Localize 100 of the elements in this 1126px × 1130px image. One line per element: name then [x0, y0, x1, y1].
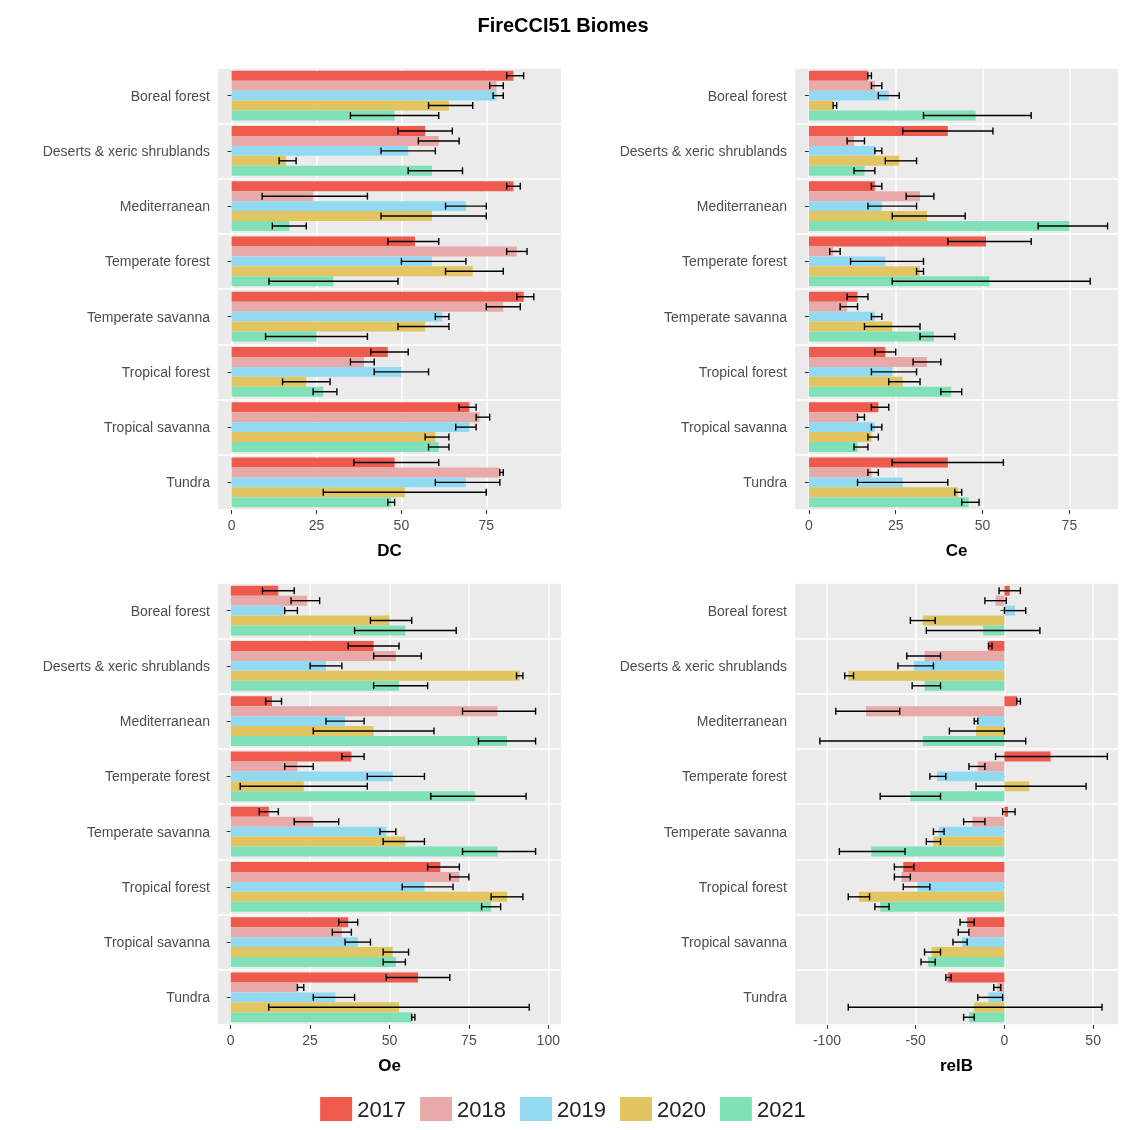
- y-tick-label: Mediterranean: [119, 198, 210, 215]
- x-axis-title: DC: [377, 541, 402, 560]
- bar: [880, 901, 1005, 912]
- bar: [230, 947, 393, 958]
- bar: [230, 901, 492, 912]
- bar: [230, 826, 387, 837]
- bar: [808, 246, 834, 257]
- bar: [231, 412, 480, 423]
- bar: [808, 181, 875, 192]
- bar: [231, 467, 500, 478]
- bar: [230, 927, 342, 938]
- bar: [230, 891, 508, 902]
- bar: [808, 236, 987, 247]
- y-tick-label: Temperate savanna: [87, 308, 211, 325]
- bar: [961, 937, 1005, 948]
- y-tick-label: Tundra: [743, 989, 788, 1006]
- bar: [231, 366, 402, 377]
- y-tick-label: Temperate savanna: [664, 308, 788, 325]
- y-tick-label: Tundra: [743, 474, 788, 491]
- x-tick-label: -50: [905, 1032, 927, 1048]
- x-tick-label: 75: [478, 517, 495, 533]
- bar: [938, 826, 1005, 837]
- bar: [231, 155, 286, 166]
- bar: [230, 696, 272, 707]
- x-tick-label: 75: [461, 1032, 477, 1048]
- bar: [231, 402, 470, 413]
- y-tick-label: Tropical savanna: [103, 419, 211, 436]
- bar: [230, 937, 358, 948]
- bar: [808, 386, 952, 397]
- bar: [231, 457, 395, 468]
- bar: [808, 477, 903, 488]
- bar: [808, 356, 927, 367]
- y-tick-label: Tropical forest: [698, 363, 788, 380]
- bar: [808, 110, 976, 121]
- bar: [808, 497, 969, 508]
- bar: [808, 301, 848, 312]
- bar: [808, 457, 948, 468]
- y-tick-label: Tropical savanna: [680, 419, 788, 436]
- bar: [1004, 585, 1010, 596]
- bar: [231, 80, 497, 91]
- x-tick-label: 25: [887, 517, 904, 533]
- bar: [910, 791, 1005, 802]
- bar: [808, 311, 875, 322]
- x-tick-label: 0: [226, 1032, 235, 1048]
- bar: [230, 1002, 400, 1013]
- bar: [231, 100, 449, 111]
- bar: [936, 771, 1005, 782]
- bar: [968, 1012, 1005, 1023]
- bar: [808, 221, 1070, 231]
- bar: [231, 256, 432, 267]
- bar: [230, 917, 349, 928]
- bar: [230, 595, 307, 606]
- bar: [865, 706, 1005, 717]
- bar: [230, 605, 285, 616]
- bar: [922, 615, 1005, 626]
- bar: [968, 927, 1005, 938]
- bar: [977, 761, 1005, 772]
- bar: [231, 70, 514, 81]
- bar: [231, 291, 524, 302]
- bar: [230, 1012, 412, 1023]
- bar: [808, 90, 889, 101]
- bar: [230, 736, 508, 746]
- bar: [231, 211, 432, 222]
- bar: [230, 862, 441, 872]
- x-axis-title: relB: [939, 1056, 974, 1075]
- bar: [808, 422, 875, 433]
- bar: [231, 221, 290, 231]
- bar: [913, 660, 1005, 671]
- y-tick-label: Tropical savanna: [680, 934, 788, 951]
- bar: [230, 982, 298, 993]
- x-tick-label: -100: [812, 1032, 842, 1048]
- bar: [231, 422, 470, 433]
- bar: [808, 70, 868, 81]
- bar: [231, 487, 405, 498]
- y-tick-label: Mediterranean: [696, 713, 787, 730]
- legend-label: 2017: [357, 1096, 407, 1122]
- bar: [230, 751, 352, 762]
- bar: [808, 201, 882, 212]
- bar: [230, 836, 406, 847]
- bar: [858, 891, 1005, 902]
- bar: [230, 706, 498, 717]
- x-tick-label: 50: [974, 517, 991, 533]
- bar: [931, 947, 1005, 958]
- x-tick-label: 0: [1000, 1032, 1009, 1048]
- bar: [808, 191, 921, 202]
- bar: [230, 716, 346, 727]
- legend-label: 2020: [656, 1096, 706, 1122]
- y-tick-label: Tropical forest: [121, 363, 211, 380]
- x-tick-label: 75: [1061, 517, 1078, 533]
- bar: [808, 432, 872, 443]
- bar: [230, 680, 400, 691]
- bar: [808, 376, 903, 387]
- bar: [231, 497, 392, 508]
- bar: [808, 442, 858, 452]
- bar: [230, 771, 393, 782]
- bar: [808, 165, 865, 176]
- bar: [808, 412, 858, 423]
- bar: [917, 881, 1005, 892]
- legend-label: 2021: [756, 1096, 806, 1122]
- bar: [808, 467, 872, 478]
